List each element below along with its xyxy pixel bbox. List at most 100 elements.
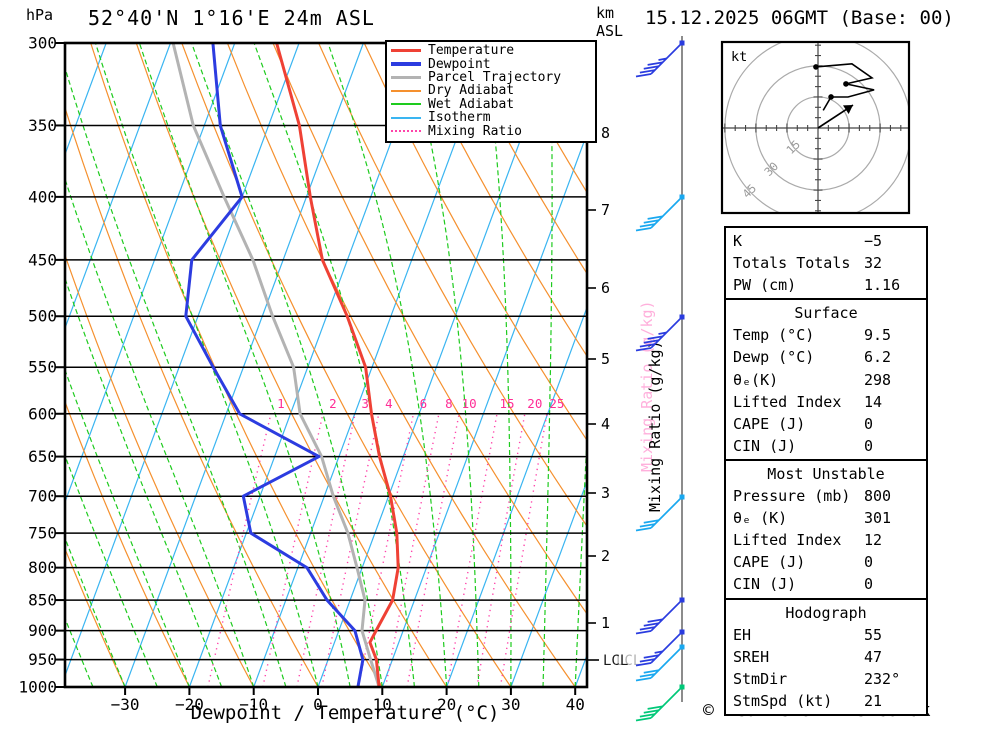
indices-section: Hodograph EH 55 SREH 47 StmDir 232° StmSpd (kt)… bbox=[724, 597, 928, 716]
lcl-label: LCL bbox=[603, 653, 628, 669]
legend-swatch-parcel-trajectory bbox=[391, 75, 421, 80]
isotherm-line bbox=[124, 43, 364, 687]
svg-text:8: 8 bbox=[445, 396, 453, 411]
index-label: PW (cm) bbox=[733, 276, 797, 295]
isotherms-group bbox=[65, 43, 587, 687]
dry-adiabat-line bbox=[454, 43, 587, 275]
wet-adiabat-line bbox=[542, 43, 553, 687]
svg-text:−30: −30 bbox=[111, 695, 140, 714]
index-row: CAPE (J) 0 bbox=[726, 413, 926, 435]
legend-label: Mixing Ratio bbox=[428, 123, 522, 139]
svg-text:500: 500 bbox=[28, 307, 57, 326]
svg-text:10: 10 bbox=[462, 396, 477, 411]
svg-text:15: 15 bbox=[500, 396, 515, 411]
mixing-ratio-axis-label-echo: Mixing Ratio (g/kg) bbox=[638, 300, 656, 472]
hodograph-border bbox=[720, 40, 911, 215]
svg-text:6: 6 bbox=[601, 279, 610, 297]
index-row: θₑ (K) 301 bbox=[726, 507, 926, 529]
svg-text:4: 4 bbox=[385, 396, 393, 411]
svg-text:1: 1 bbox=[277, 396, 285, 411]
index-row: Lifted Index 12 bbox=[726, 529, 926, 551]
wind-barb bbox=[635, 314, 685, 352]
index-row: Totals Totals 32 bbox=[726, 252, 926, 274]
svg-text:7: 7 bbox=[601, 201, 610, 219]
dry-adiabat-line bbox=[65, 547, 126, 687]
hodograph-trace-dot bbox=[828, 94, 834, 100]
isotherm-line bbox=[65, 43, 300, 678]
index-label: Lifted Index bbox=[733, 531, 842, 550]
legend-item: Isotherm bbox=[391, 110, 595, 125]
wet-adiabat-line bbox=[138, 43, 351, 687]
indices-section-title: Hodograph bbox=[785, 603, 867, 622]
svg-text:0: 0 bbox=[313, 695, 323, 714]
indices-panel: K −5 Totals Totals 32 PW (cm) 1.16 Surface Temp… bbox=[724, 226, 928, 716]
indices-section: Surface Temp (°C) 9.5 Dewp (°C) 6.2 θₑ(K) 298 L… bbox=[724, 298, 928, 461]
index-row: CIN (J) 0 bbox=[726, 573, 926, 595]
index-value: 301 bbox=[864, 509, 892, 528]
parcel-trajectory-curve bbox=[171, 43, 381, 687]
wind-barb bbox=[635, 194, 685, 232]
index-value: 47 bbox=[864, 647, 883, 666]
svg-text:650: 650 bbox=[28, 447, 57, 466]
index-row: CIN (J) 0 bbox=[726, 435, 926, 457]
index-value: 1.16 bbox=[864, 276, 901, 295]
isotherm-line bbox=[381, 132, 587, 687]
index-row: StmSpd (kt) 21 bbox=[726, 690, 926, 712]
index-value: 55 bbox=[864, 625, 883, 644]
legend-item: Dry Adiabat bbox=[391, 83, 595, 98]
svg-text:20: 20 bbox=[527, 396, 542, 411]
index-row: Pressure (mb) 800 bbox=[726, 485, 926, 507]
svg-text:4: 4 bbox=[601, 415, 610, 433]
index-row: SREH 47 bbox=[726, 646, 926, 668]
datetime-title: 15.12.2025 06GMT (Base: 00) bbox=[645, 7, 954, 29]
legend-item: Temperature bbox=[391, 43, 595, 58]
svg-text:6: 6 bbox=[420, 396, 428, 411]
svg-text:750: 750 bbox=[28, 524, 57, 543]
legend-item: Wet Adiabat bbox=[391, 97, 595, 112]
wet-adiabat-line bbox=[65, 454, 158, 687]
index-value: 32 bbox=[864, 254, 883, 273]
svg-text:350: 350 bbox=[28, 116, 57, 135]
mixing-ratio-axis-label: Mixing Ratio (g/kg) bbox=[646, 340, 664, 512]
hodograph-trace-dot bbox=[813, 64, 819, 70]
index-row: Temp (°C) 9.5 bbox=[726, 324, 926, 346]
mixing-ratio-line bbox=[384, 413, 440, 687]
mixing-ratio-line bbox=[296, 413, 356, 687]
svg-text:300: 300 bbox=[28, 34, 57, 53]
svg-text:20: 20 bbox=[437, 695, 456, 714]
hodograph-unit-label: kt bbox=[731, 49, 747, 65]
skewt-plot-area bbox=[0, 43, 587, 687]
legend-item: Parcel Trajectory bbox=[391, 70, 595, 85]
index-label: K bbox=[733, 232, 743, 250]
svg-text:−20: −20 bbox=[175, 695, 204, 714]
isotherm-line bbox=[65, 43, 107, 157]
legend-swatch-dry-adiabat bbox=[391, 89, 421, 92]
wet-adiabat-line bbox=[0, 43, 29, 687]
mixing-ratio-line bbox=[446, 413, 498, 687]
legend-swatch-isotherm bbox=[391, 116, 421, 119]
legend-item: Mixing Ratio bbox=[391, 123, 595, 139]
indices-section-title: Most Unstable bbox=[767, 464, 885, 483]
index-label: CAPE (J) bbox=[733, 414, 806, 433]
index-label: Totals Totals bbox=[733, 254, 851, 273]
svg-text:1: 1 bbox=[601, 614, 610, 632]
index-value: 12 bbox=[864, 531, 883, 550]
legend-item: Dewpoint bbox=[391, 57, 595, 72]
index-value: 21 bbox=[864, 691, 883, 710]
wet-adiabat-line bbox=[407, 43, 480, 687]
wind-barb-column bbox=[635, 36, 685, 722]
isotherm-line bbox=[317, 43, 557, 687]
svg-text:8: 8 bbox=[601, 124, 610, 142]
index-value: 14 bbox=[864, 392, 883, 411]
index-value: 800 bbox=[864, 487, 892, 506]
wind-barb bbox=[635, 629, 685, 667]
wind-barb bbox=[635, 494, 685, 532]
page-title: 52°40'N 1°16'E 24m ASL bbox=[88, 6, 375, 30]
svg-text:700: 700 bbox=[28, 487, 57, 506]
isotherm-line bbox=[446, 305, 587, 687]
hodograph-trace-dot bbox=[843, 81, 849, 87]
